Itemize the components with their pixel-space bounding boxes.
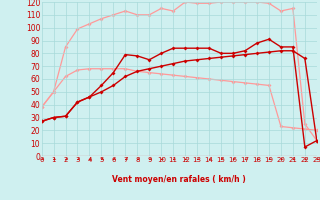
X-axis label: Vent moyen/en rafales ( km/h ): Vent moyen/en rafales ( km/h ) bbox=[112, 174, 246, 184]
